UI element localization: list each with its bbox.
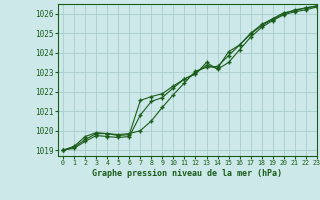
X-axis label: Graphe pression niveau de la mer (hPa): Graphe pression niveau de la mer (hPa) [92, 169, 282, 178]
